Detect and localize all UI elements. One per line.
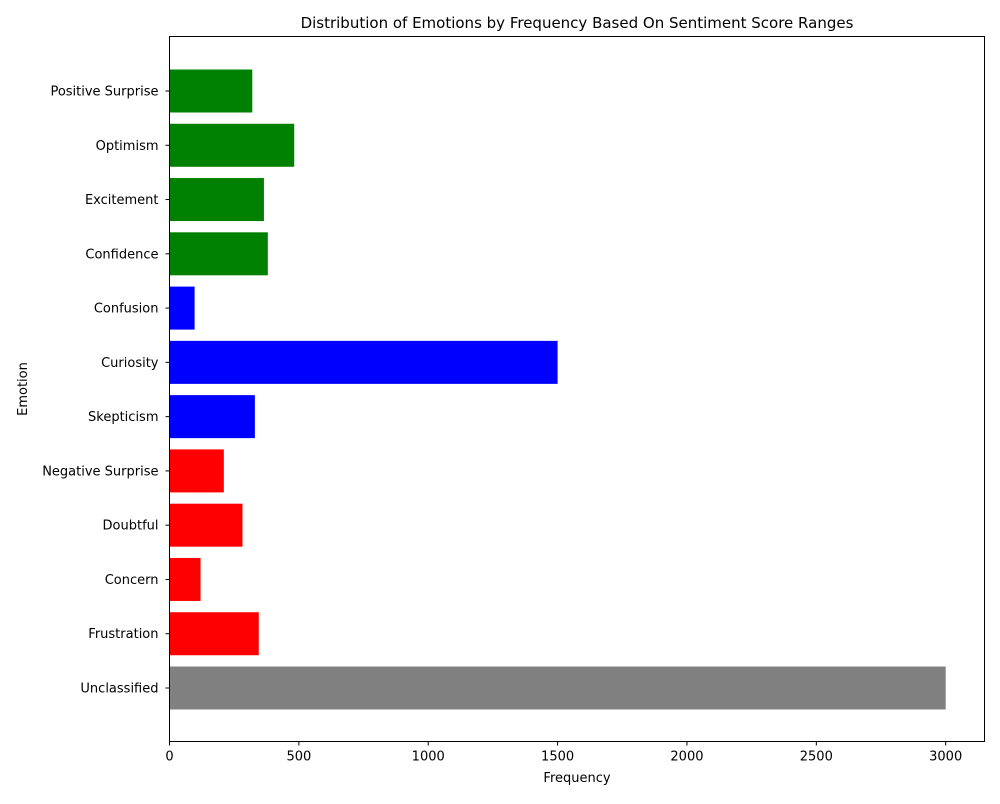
y-axis-label: Emotion xyxy=(16,362,31,416)
bar-curiosity xyxy=(169,340,558,384)
bars-group xyxy=(169,69,946,710)
x-tick-label: 2000 xyxy=(670,750,703,765)
x-tick-label: 500 xyxy=(286,750,311,765)
x-axis-ticks: 0 500 1000 1500 2000 2500 3000 xyxy=(165,741,962,765)
bar-confusion xyxy=(169,286,195,330)
y-tick-label-confidence: Confidence xyxy=(85,247,158,262)
y-tick-label-positive-surprise: Positive Surprise xyxy=(50,85,158,100)
x-tick-label: 2500 xyxy=(800,750,833,765)
chart-title: Distribution of Emotions by Frequency Ba… xyxy=(301,14,854,32)
y-tick-label-skepticism: Skepticism xyxy=(88,410,158,425)
x-tick-label: 1000 xyxy=(412,750,445,765)
bar-skepticism xyxy=(169,395,255,439)
y-tick-label-negative-surprise: Negative Surprise xyxy=(42,464,158,479)
bar-frustration xyxy=(169,612,259,656)
x-tick-label: 3000 xyxy=(929,750,962,765)
bar-negative-surprise xyxy=(169,449,224,493)
y-tick-label-confusion: Confusion xyxy=(94,302,159,317)
x-tick-label: 0 xyxy=(165,750,173,765)
y-tick-label-unclassified: Unclassified xyxy=(80,682,158,697)
bar-excitement xyxy=(169,178,264,222)
y-tick-label-curiosity: Curiosity xyxy=(101,356,159,371)
y-tick-label-optimism: Optimism xyxy=(96,139,159,154)
bar-concern xyxy=(169,557,201,601)
bar-confidence xyxy=(169,232,268,276)
bar-doubtful xyxy=(169,503,243,547)
x-axis-label: Frequency xyxy=(543,771,610,786)
y-tick-label-excitement: Excitement xyxy=(85,193,159,208)
plot-frame xyxy=(169,36,985,742)
y-tick-label-doubtful: Doubtful xyxy=(103,519,159,534)
bar-positive-surprise xyxy=(169,69,253,113)
bar-unclassified xyxy=(169,666,946,710)
y-axis-ticks: Unclassified Frustration Concern Doubtful Ne… xyxy=(42,85,170,697)
bar-optimism xyxy=(169,123,295,167)
y-tick-label-frustration: Frustration xyxy=(88,627,158,642)
x-tick-label: 1500 xyxy=(541,750,574,765)
y-tick-label-concern: Concern xyxy=(105,573,159,588)
